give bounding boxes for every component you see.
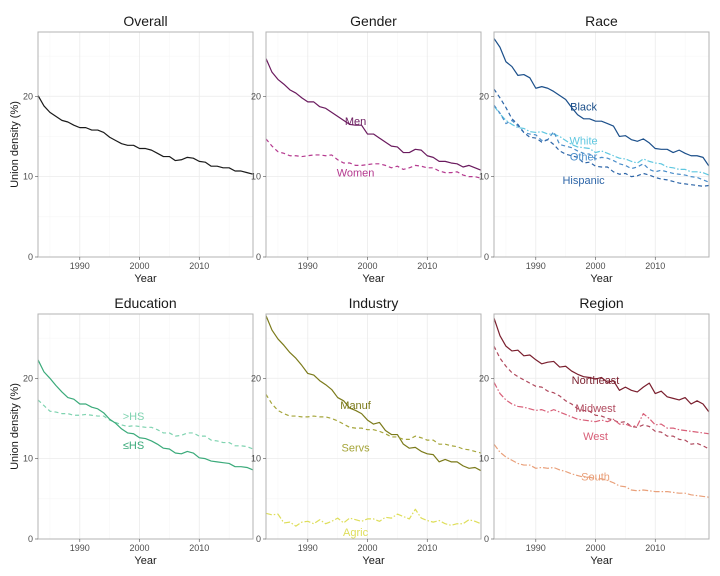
series-line-overall <box>37 95 254 175</box>
series-line-black <box>493 38 710 167</box>
x-tick-label: 2000 <box>130 261 150 271</box>
panel-frame <box>37 31 254 258</box>
y-tick-label: 10 <box>251 454 261 464</box>
y-tick-label: 20 <box>23 373 33 383</box>
series-label-south: South <box>581 471 610 483</box>
x-tick-label: 2010 <box>645 261 665 271</box>
panel-title: Industry <box>349 295 399 311</box>
series-label-agric: Agric <box>343 527 369 539</box>
x-tick-label: 2010 <box>189 543 209 553</box>
series-label-other: Other <box>570 152 598 164</box>
series-label-women: Women <box>337 168 375 180</box>
series-line-other <box>493 104 710 183</box>
panel-title: Race <box>585 13 618 29</box>
y-tick-label: 20 <box>479 91 489 101</box>
x-tick-label: 1990 <box>526 543 546 553</box>
y-tick-label: 10 <box>23 172 33 182</box>
y-axis-label: Union density (%) <box>9 101 21 188</box>
y-tick-label: 10 <box>479 454 489 464</box>
x-tick-label: 2010 <box>189 261 209 271</box>
series-label-men: Men <box>345 116 366 128</box>
panel-frame <box>265 31 482 258</box>
x-tick-label: 2000 <box>358 543 378 553</box>
series-label-servs: Servs <box>342 442 371 454</box>
y-tick-label: 10 <box>479 172 489 182</box>
x-tick-label: 1990 <box>526 261 546 271</box>
x-axis-label: Year <box>362 555 385 567</box>
y-tick-label: 0 <box>256 252 261 262</box>
y-tick-label: 0 <box>28 252 33 262</box>
series-line-men <box>265 58 482 171</box>
facet-panel-overall: Overall 1990 2000 2010 0 10 20 Year Union densit… <box>9 13 254 285</box>
series-line-agric <box>265 508 482 527</box>
series-label-northeast: Northeast <box>572 375 620 387</box>
series-line-hispanic <box>493 88 710 187</box>
x-tick-label: 1990 <box>70 543 90 553</box>
y-tick-label: 0 <box>484 534 489 544</box>
facet-panel-education: >HS ≤HS Education 1990 2000 2010 0 10 20 Year Unio… <box>9 295 254 567</box>
series-line-hs <box>37 359 254 471</box>
series-label-manuf: Manuf <box>340 400 372 412</box>
facet-panel-region: Northeast Midwest West South Region 1990 2000 2… <box>479 295 710 567</box>
series-line-manuf <box>265 315 482 472</box>
series-line-west <box>493 382 710 435</box>
facet-panel-gender: Men Women Gender 1990 2000 2010 0 10 20 Year <box>251 13 482 285</box>
series-line-servs <box>265 394 482 454</box>
series-line-midwest <box>493 345 710 450</box>
y-axis-label: Union density (%) <box>9 383 21 470</box>
y-tick-label: 20 <box>251 91 261 101</box>
series-line-women <box>265 138 482 179</box>
series-label-hispanic: Hispanic <box>562 175 605 187</box>
panel-title: Gender <box>350 13 397 29</box>
x-axis-label: Year <box>590 555 613 567</box>
series-line-south <box>493 443 710 498</box>
x-axis-label: Year <box>590 273 613 285</box>
x-axis-label: Year <box>362 273 385 285</box>
panel-title: Education <box>114 295 176 311</box>
series-label-hs: >HS <box>123 411 145 423</box>
panel-title: Overall <box>123 13 167 29</box>
x-tick-label: 2000 <box>586 543 606 553</box>
panel-title: Region <box>579 295 623 311</box>
series-label-west: West <box>583 431 608 443</box>
series-line-white <box>493 105 710 176</box>
y-tick-label: 20 <box>251 373 261 383</box>
x-tick-label: 1990 <box>298 543 318 553</box>
panel-frame <box>493 313 710 540</box>
x-tick-label: 1990 <box>70 261 90 271</box>
panel-frame <box>493 31 710 258</box>
series-line-northeast <box>493 317 710 413</box>
series-label-black: Black <box>570 102 597 114</box>
y-tick-label: 20 <box>23 91 33 101</box>
y-tick-label: 10 <box>251 172 261 182</box>
series-label-hs: ≤HS <box>123 440 144 452</box>
x-tick-label: 2010 <box>417 543 437 553</box>
x-tick-label: 2010 <box>417 261 437 271</box>
y-tick-label: 0 <box>484 252 489 262</box>
facet-panel-industry: Manuf Servs Agric Industry 1990 2000 2010 0 10 20… <box>251 295 482 567</box>
x-tick-label: 2000 <box>130 543 150 553</box>
series-line-hs <box>37 399 254 450</box>
panel-frame <box>37 313 254 540</box>
x-axis-label: Year <box>134 273 157 285</box>
y-tick-label: 10 <box>23 454 33 464</box>
x-tick-label: 2010 <box>645 543 665 553</box>
series-label-midwest: Midwest <box>575 403 615 415</box>
x-tick-label: 2000 <box>358 261 378 271</box>
y-tick-label: 20 <box>479 373 489 383</box>
x-tick-label: 2000 <box>586 261 606 271</box>
y-tick-label: 0 <box>256 534 261 544</box>
x-axis-label: Year <box>134 555 157 567</box>
panel-frame <box>265 313 482 540</box>
y-tick-label: 0 <box>28 534 33 544</box>
x-tick-label: 1990 <box>298 261 318 271</box>
series-label-white: White <box>570 135 598 147</box>
